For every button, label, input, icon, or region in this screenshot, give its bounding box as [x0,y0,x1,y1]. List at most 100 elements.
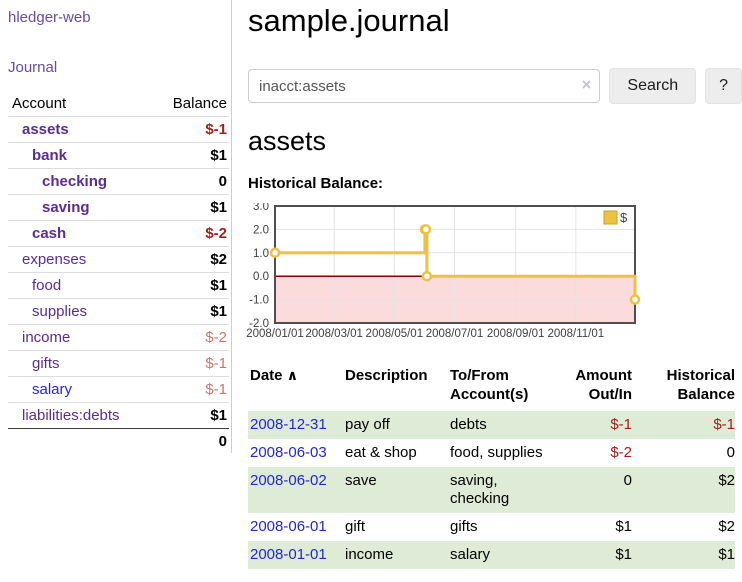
chart-point [420,224,432,235]
account-row: cash $-2 [8,220,229,247]
chart-title: Historical Balance: [248,175,384,192]
account-link[interactable]: cash [32,225,67,242]
transaction-description: eat & shop [345,443,417,461]
account-row: saving $1 [8,194,229,221]
transaction-amount: $-1 [567,410,640,439]
svg-text:2008/11/01: 2008/11/01 [547,328,604,340]
accounts-table: Account Balance assets $-1 bank $1 check… [8,91,229,454]
account-link[interactable]: expenses [22,251,87,268]
account-row: salary $-1 [8,376,229,403]
account-row: supplies $1 [8,298,229,325]
svg-text:2008/01/01: 2008/01/01 [246,328,304,340]
date-header-label: Date [250,367,283,384]
register-table: Date ∧ Description To/From Account(s) Am… [248,365,735,569]
svg-text:2008/07/01: 2008/07/01 [426,328,484,340]
account-row: assets $-1 [8,116,229,143]
account-balance: $-1 [152,376,229,403]
account-row: income $-2 [8,324,229,351]
account-link[interactable]: liabilities:debts [22,407,120,424]
svg-text:-1.0: -1.0 [249,295,269,307]
account-balance: $1 [152,298,229,325]
svg-text:2008/09/01: 2008/09/01 [487,328,545,340]
transaction-date-link[interactable]: 2008-12-31 [250,415,327,433]
account-link[interactable]: salary [32,381,73,398]
register-header-date: Date ∧ [248,365,345,411]
transaction-row[interactable]: 2008-12-31 pay off debts $-1 $-1 [248,410,735,439]
transaction-balance: $1 [640,540,735,569]
transaction-description: income [345,540,450,569]
transaction-amount: 0 [567,466,640,513]
legend-swatch [603,210,618,225]
transaction-date-link[interactable]: 2008-06-01 [250,517,327,535]
account-link[interactable]: gifts [32,355,60,372]
transaction-row[interactable]: 2008-06-01 gift gifts $1 $2 [248,513,735,541]
transaction-accounts: salary [450,540,567,569]
transaction-balance: $2 [718,517,735,535]
transaction-amount: $-2 [610,443,632,461]
transaction-amount: $1 [615,517,632,535]
help-button[interactable]: ? [705,68,742,104]
search-button[interactable]: Search [609,68,697,104]
account-row: expenses $2 [8,246,229,273]
account-balance: $-1 [152,116,229,143]
accounts-total-row: 0 [8,428,229,454]
account-link[interactable]: food [32,277,62,294]
transaction-date-link[interactable]: 2008-06-02 [250,471,327,489]
chart-point [629,294,641,305]
account-balance: $-2 [152,220,229,247]
register-header-balance: Historical Balance [666,367,735,403]
account-balance: 0 [152,168,229,195]
transaction-description: pay off [345,410,450,439]
transaction-balance: $-1 [640,410,735,439]
transaction-date-link[interactable]: 2008-06-03 [250,443,327,461]
account-link[interactable]: supplies [32,303,88,320]
clear-search-icon[interactable]: × [581,75,592,94]
accounts-header-balance: Balance [172,95,227,112]
transaction-accounts: gifts [450,517,478,535]
account-row: checking 0 [8,168,229,195]
transaction-balance: 0 [726,443,735,461]
legend-label: $ [620,210,628,225]
account-balance: $1 [152,272,229,299]
transaction-amount: $1 [567,540,640,569]
transaction-balance: $2 [640,466,735,513]
svg-text:2008/03/01: 2008/03/01 [305,328,363,340]
transaction-date-link[interactable]: 2008-01-01 [250,545,327,563]
account-row: liabilities:debts $1 [8,402,229,429]
account-balance: $1 [152,142,229,169]
account-balance: $-2 [152,324,229,351]
transaction-accounts: food, supplies [450,443,543,461]
register-header-accounts: To/From Account(s) [450,367,529,403]
svg-text:3.0: 3.0 [253,203,269,213]
chart-point [421,270,433,282]
account-row: bank $1 [8,142,229,169]
account-link[interactable]: bank [32,147,68,164]
accounts-total-value: 0 [152,428,229,454]
main-content: sample.journal × Search ? assets Histori… [246,0,742,569]
account-balance: $1 [152,194,229,221]
account-link[interactable]: saving [42,199,90,216]
svg-text:2.0: 2.0 [253,224,269,236]
account-balance: $1 [152,402,229,429]
sidebar: hledger-web Journal Account Balance asse… [0,0,232,454]
transaction-accounts: debts [450,410,567,439]
account-link[interactable]: assets [22,121,69,138]
account-row: food $1 [8,272,229,299]
app-title-link[interactable]: hledger-web [8,9,91,26]
accounts-header-account: Account [12,95,67,112]
register-header-description: Description [345,367,428,384]
account-link[interactable]: checking [42,173,108,190]
search-input[interactable] [248,69,601,103]
transaction-description: gift [345,517,366,535]
sidebar-item-journal[interactable]: Journal [8,59,58,76]
transaction-row[interactable]: 2008-01-01 income salary $1 $1 [248,540,735,569]
svg-text:0.0: 0.0 [253,271,269,283]
transaction-row[interactable]: 2008-06-02 save saving, checking 0 $2 [248,466,735,513]
transaction-row[interactable]: 2008-06-03 eat & shop food, supplies $-2… [248,439,735,467]
svg-text:1.0: 1.0 [253,248,269,260]
sort-ascending-icon[interactable]: ∧ [286,367,299,383]
account-link[interactable]: income [22,329,71,346]
search-form: × Search ? [248,68,742,104]
chart-point [269,247,281,259]
